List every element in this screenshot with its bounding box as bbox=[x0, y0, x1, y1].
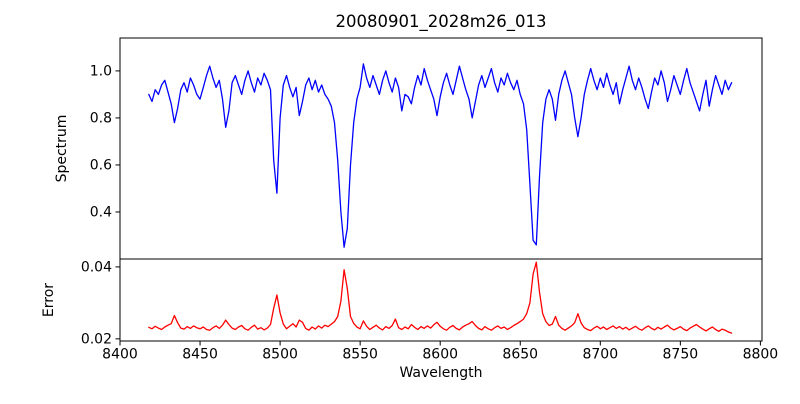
x-axis-label: Wavelength bbox=[399, 365, 482, 381]
error-panel-frame bbox=[119, 258, 763, 342]
y-tick-label: 0.4 bbox=[90, 205, 112, 221]
y-tick-label: 0.02 bbox=[81, 332, 112, 348]
chart-title: 20080901_2028m26_013 bbox=[335, 12, 546, 32]
x-tick-label: 8750 bbox=[663, 347, 699, 363]
x-tick-label: 8450 bbox=[182, 347, 218, 363]
y-tick-label: 0.6 bbox=[90, 158, 112, 174]
x-tick-label: 8650 bbox=[502, 347, 538, 363]
error-line bbox=[148, 261, 733, 334]
x-tick-label: 8500 bbox=[262, 347, 298, 363]
spectrum-line bbox=[148, 63, 733, 248]
y-tick-label: 0.04 bbox=[81, 260, 112, 276]
y-tick-label: 0.8 bbox=[90, 111, 112, 127]
y-axis-label-error: Error bbox=[41, 283, 57, 317]
x-tick-label: 8400 bbox=[102, 347, 138, 363]
y-axis-label-spectrum: Spectrum bbox=[54, 115, 70, 183]
x-tick-label: 8600 bbox=[422, 347, 458, 363]
y-tick-label: 1.0 bbox=[90, 64, 112, 80]
axis-ticks: 8400 8450 8500 8550 8600 8650 8700 8750 8800 0.4 0… bbox=[81, 64, 778, 363]
x-tick-label: 8700 bbox=[582, 347, 618, 363]
spectrum-panel-frame bbox=[119, 37, 763, 260]
x-tick-label: 8550 bbox=[342, 347, 378, 363]
x-tick-label: 8800 bbox=[743, 347, 779, 363]
